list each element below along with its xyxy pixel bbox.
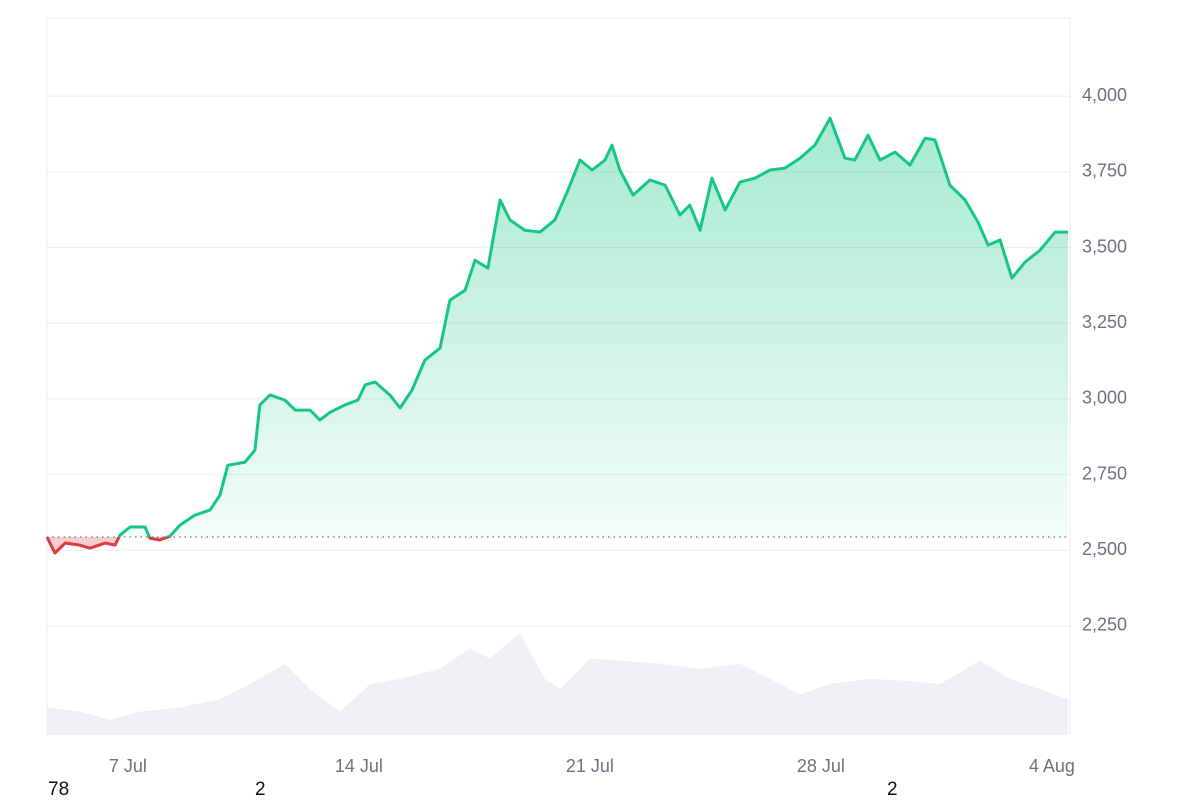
area-below bbox=[47, 536, 168, 554]
footer-label: 78 bbox=[48, 779, 69, 800]
y-tick-label: 4,000 bbox=[1082, 85, 1127, 105]
x-tick-label: 4 Aug bbox=[1029, 756, 1075, 776]
area-above bbox=[47, 118, 1069, 537]
y-tick-label: 3,250 bbox=[1082, 312, 1127, 332]
x-tick-label: 14 Jul bbox=[335, 756, 383, 776]
x-tick-label: 7 Jul bbox=[109, 756, 147, 776]
y-tick-label: 2,750 bbox=[1082, 463, 1127, 483]
footer-label: 2 bbox=[887, 779, 898, 800]
x-tick-label: 28 Jul bbox=[797, 756, 845, 776]
y-tick-label: 2,250 bbox=[1082, 615, 1127, 635]
y-tick-label: 3,750 bbox=[1082, 161, 1127, 181]
y-tick-label: 3,500 bbox=[1082, 236, 1127, 256]
y-tick-label: 3,000 bbox=[1082, 388, 1127, 408]
volume-area bbox=[47, 633, 1069, 735]
footer-label: 2 bbox=[255, 779, 266, 800]
x-tick-label: 21 Jul bbox=[566, 756, 614, 776]
price-line-up bbox=[46, 116, 1069, 537]
y-tick-label: 2,500 bbox=[1082, 539, 1127, 559]
